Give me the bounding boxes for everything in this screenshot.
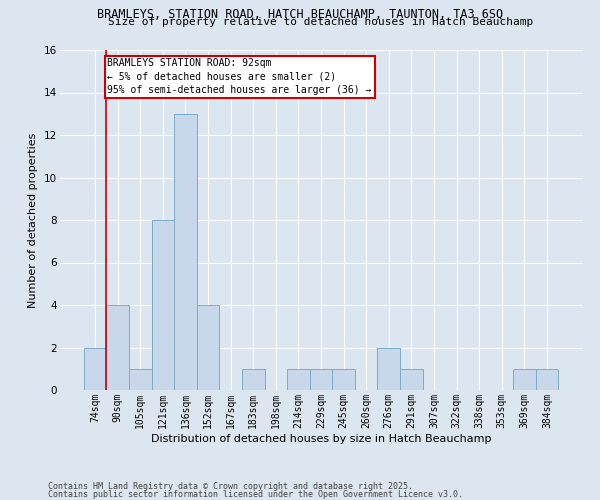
Bar xyxy=(174,114,197,390)
Bar xyxy=(197,305,220,390)
Bar xyxy=(152,220,174,390)
Text: BRAMLEYS STATION ROAD: 92sqm
← 5% of detached houses are smaller (2)
95% of semi: BRAMLEYS STATION ROAD: 92sqm ← 5% of det… xyxy=(107,58,372,95)
Title: Size of property relative to detached houses in Hatch Beauchamp: Size of property relative to detached ho… xyxy=(109,17,533,27)
Bar xyxy=(332,369,355,390)
X-axis label: Distribution of detached houses by size in Hatch Beauchamp: Distribution of detached houses by size … xyxy=(151,434,491,444)
Bar xyxy=(513,369,536,390)
Bar xyxy=(310,369,332,390)
Text: Contains public sector information licensed under the Open Government Licence v3: Contains public sector information licen… xyxy=(48,490,463,499)
Bar xyxy=(129,369,152,390)
Text: BRAMLEYS, STATION ROAD, HATCH BEAUCHAMP, TAUNTON, TA3 6SQ: BRAMLEYS, STATION ROAD, HATCH BEAUCHAMP,… xyxy=(97,8,503,20)
Y-axis label: Number of detached properties: Number of detached properties xyxy=(28,132,38,308)
Bar xyxy=(536,369,558,390)
Bar xyxy=(400,369,422,390)
Bar xyxy=(287,369,310,390)
Bar xyxy=(242,369,265,390)
Bar xyxy=(84,348,106,390)
Text: Contains HM Land Registry data © Crown copyright and database right 2025.: Contains HM Land Registry data © Crown c… xyxy=(48,482,413,491)
Bar xyxy=(106,305,129,390)
Bar xyxy=(377,348,400,390)
